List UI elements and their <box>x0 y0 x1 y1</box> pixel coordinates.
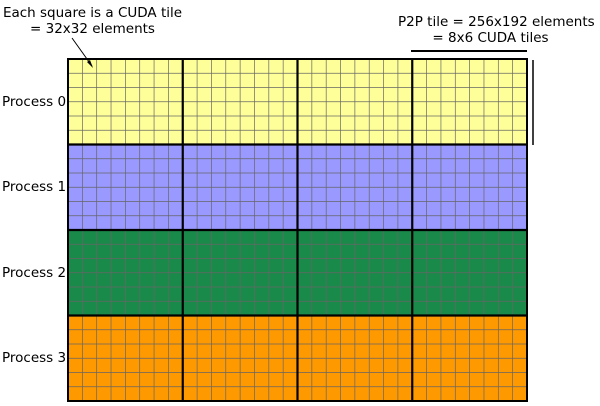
p2p-tile-note-line2: = 8x6 CUDA tiles <box>432 30 549 46</box>
process-1-label: Process 1 <box>2 179 67 195</box>
process-0-label: Process 0 <box>2 94 67 110</box>
p2p-tile-note: P2P tile = 256x192 elements = 8x6 CUDA t… <box>398 14 595 46</box>
p2p-tile-note-line1: P2P tile = 256x192 elements <box>398 14 595 30</box>
cuda-tile-note-line1: Each square is a CUDA tile <box>2 5 183 21</box>
cuda-tile-note-line2: = 32x32 elements <box>30 21 155 37</box>
grid-border <box>67 58 528 402</box>
cuda-tile-note: Each square is a CUDA tile = 32x32 eleme… <box>0 5 185 37</box>
process-2-label: Process 2 <box>2 265 67 281</box>
p2p-tile-grid-lines <box>67 58 528 402</box>
process-3-label: Process 3 <box>2 350 67 366</box>
cuda-tile-arrowhead <box>87 60 93 68</box>
